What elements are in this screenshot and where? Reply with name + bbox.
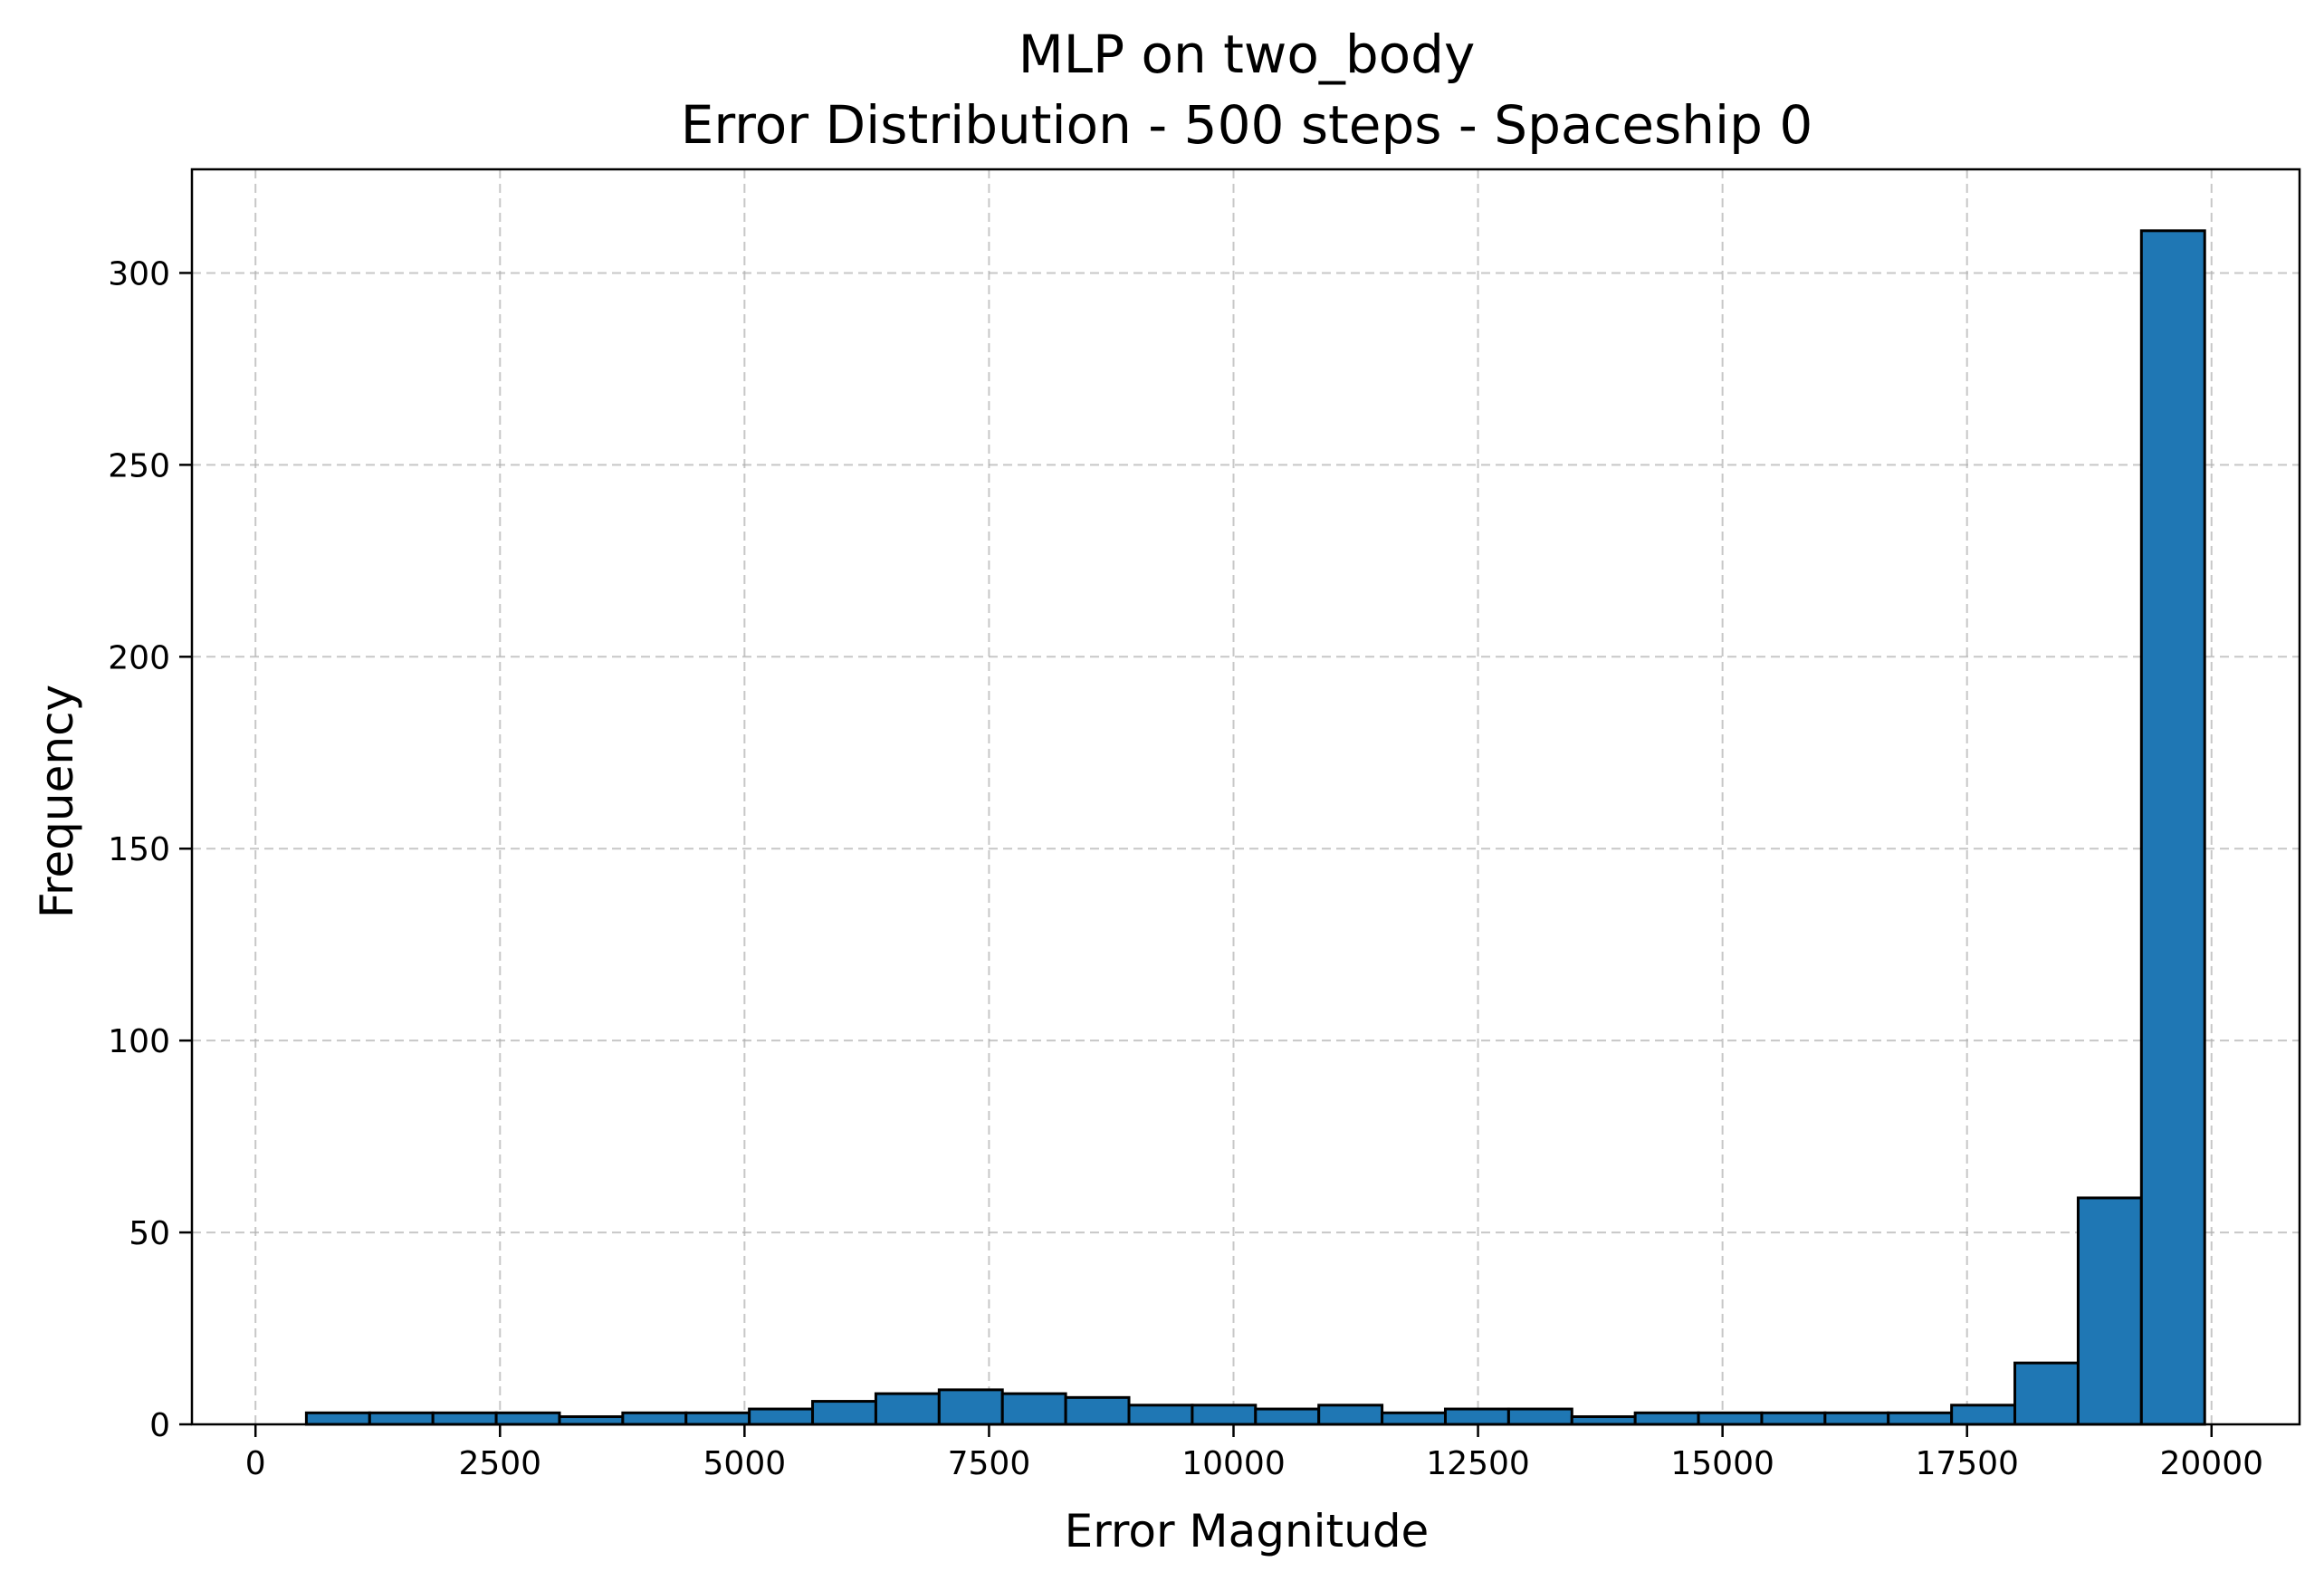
- x-tick-label: 15000: [1670, 1445, 1774, 1482]
- y-tick-label: 0: [149, 1407, 170, 1444]
- x-tick-label: 7500: [948, 1445, 1031, 1482]
- histogram-bar: [368, 1411, 435, 1426]
- histogram-bar: [1823, 1411, 1890, 1426]
- plot-frame: [190, 168, 2301, 1426]
- y-tick-label: 200: [108, 639, 170, 676]
- grid-lines: [192, 169, 2300, 1425]
- histogram-bar: [2076, 1196, 2143, 1426]
- histogram-bar: [1443, 1407, 1510, 1426]
- histogram-bar: [874, 1392, 941, 1426]
- x-tick-label: 12500: [1426, 1445, 1530, 1482]
- histogram-bar: [1697, 1411, 1764, 1426]
- histogram-bar: [1381, 1411, 1447, 1426]
- x-tick-label: 17500: [1915, 1445, 2019, 1482]
- histogram-bar: [1633, 1411, 1700, 1426]
- y-tick-label: 100: [108, 1023, 170, 1060]
- x-axis-ticks: 0 2500 5000 7500 10000 12500 15000 17500 20000: [245, 1424, 2263, 1482]
- x-tick-label: 20000: [2160, 1445, 2264, 1482]
- histogram-bar: [1760, 1411, 1827, 1426]
- y-axis-ticks: 0 50 100 150 200 250 300: [108, 255, 192, 1444]
- y-tick-label: 150: [108, 831, 170, 868]
- histogram-bar: [2139, 229, 2206, 1426]
- histogram-bar: [621, 1411, 688, 1426]
- y-tick-label: 250: [108, 447, 170, 484]
- x-tick-label: 2500: [458, 1445, 541, 1482]
- histogram-bar: [748, 1407, 815, 1426]
- x-tick-label: 10000: [1181, 1445, 1286, 1482]
- histogram-bar: [1000, 1392, 1067, 1426]
- histogram-bar: [304, 1411, 371, 1426]
- histogram-bar: [1064, 1395, 1131, 1426]
- chart-title: MLP on two_body: [1019, 24, 1476, 85]
- histogram-bar: [684, 1411, 751, 1426]
- histogram-bar: [1317, 1404, 1384, 1426]
- histogram-bar: [2013, 1361, 2080, 1426]
- histogram-bar: [431, 1411, 498, 1426]
- y-axis-label: Frequency: [31, 685, 83, 918]
- histogram-bar: [1887, 1411, 1954, 1426]
- histogram-bar: [1570, 1415, 1637, 1426]
- histogram-bar: [1506, 1407, 1573, 1426]
- histogram-bar: [558, 1415, 625, 1426]
- histogram-bar: [937, 1388, 1004, 1426]
- histogram-bar: [1191, 1404, 1258, 1426]
- x-axis-label: Error Magnitude: [1065, 1505, 1430, 1557]
- histogram-bar: [1254, 1407, 1321, 1426]
- x-tick-label: 5000: [703, 1445, 787, 1482]
- histogram-bar: [494, 1411, 561, 1426]
- y-tick-label: 300: [108, 255, 170, 292]
- chart-subtitle: Error Distribution - 500 steps - Spacesh…: [681, 94, 1813, 156]
- x-tick-label: 0: [245, 1445, 266, 1482]
- histogram-bar: [1950, 1404, 2017, 1426]
- histogram-bars: [304, 229, 2206, 1426]
- histogram-bar: [1127, 1404, 1194, 1426]
- y-tick-label: 50: [129, 1215, 170, 1252]
- histogram-bar: [811, 1400, 877, 1426]
